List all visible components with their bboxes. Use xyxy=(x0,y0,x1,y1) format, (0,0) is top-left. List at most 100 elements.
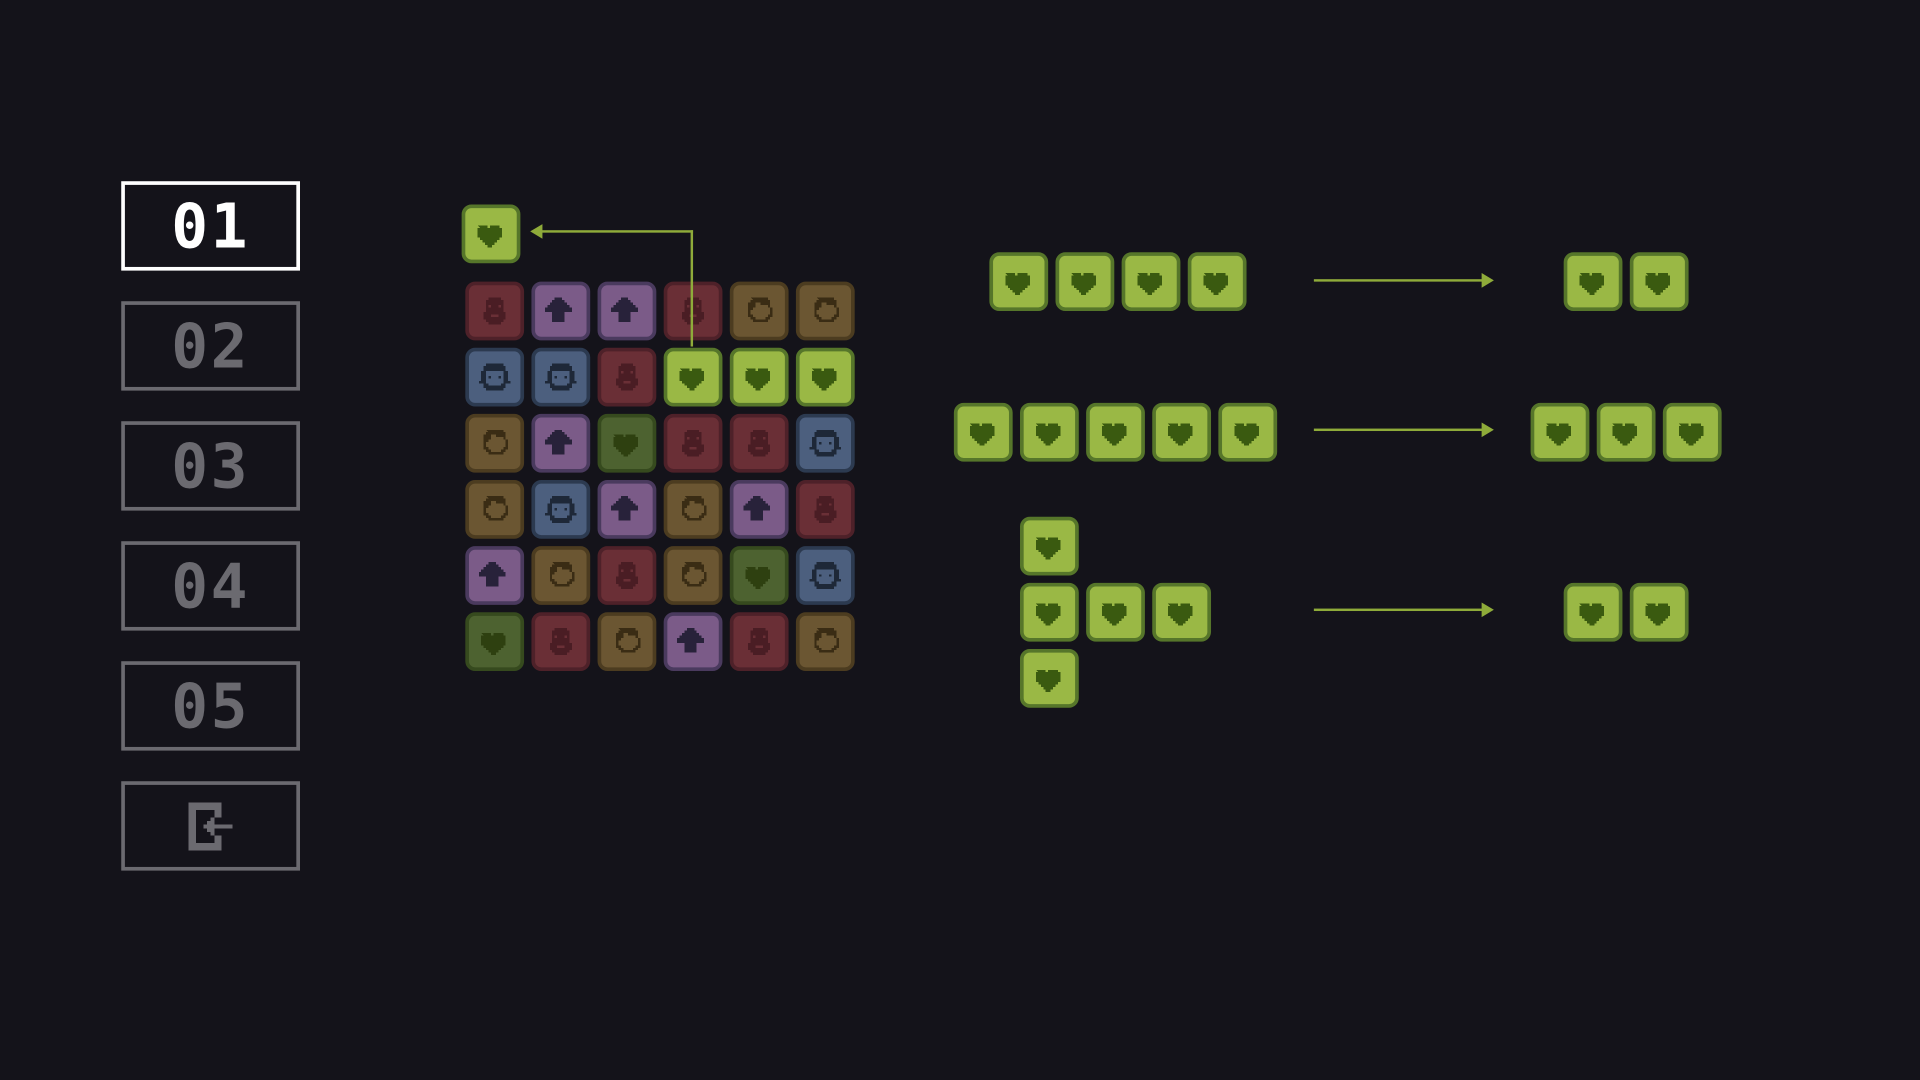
board-tile-red[interactable] xyxy=(465,281,525,341)
heart-icon xyxy=(481,633,506,656)
side-hair-face-icon xyxy=(748,297,773,323)
board-tile-blue[interactable] xyxy=(531,480,591,539)
heart-icon xyxy=(745,566,771,589)
exit-button[interactable] xyxy=(121,781,301,871)
heart-icon xyxy=(1579,603,1605,626)
board-tile-red[interactable] xyxy=(597,546,657,605)
rule-arrow-head-icon xyxy=(1481,422,1494,438)
heart-icon xyxy=(679,368,705,391)
board-tile-purple[interactable] xyxy=(531,281,591,341)
board-tile-brown[interactable] xyxy=(663,480,723,539)
board-tile-purple[interactable] xyxy=(729,480,789,539)
heart-icon xyxy=(1168,423,1193,446)
board-tile-purple[interactable] xyxy=(663,612,723,672)
rule-arrow-head-icon xyxy=(1481,273,1494,288)
rule3-input-tile[interactable] xyxy=(1020,516,1079,576)
board-tile-brown[interactable] xyxy=(531,546,591,605)
arrow-up-icon xyxy=(544,297,572,323)
heart-icon xyxy=(1678,423,1704,446)
board-tile-brown[interactable] xyxy=(795,612,855,672)
board-tile-blue[interactable] xyxy=(531,347,591,407)
bearded-face-icon xyxy=(748,429,771,457)
curly-hair-face-icon xyxy=(544,495,577,523)
board-tile-purple[interactable] xyxy=(597,480,657,539)
board-tile-brown[interactable] xyxy=(465,413,525,473)
board-tile-purple[interactable] xyxy=(597,281,657,341)
selected-tile[interactable] xyxy=(461,204,521,264)
heart-icon xyxy=(1035,603,1061,626)
bearded-face-icon xyxy=(615,363,638,391)
board-tile-brown[interactable] xyxy=(729,281,789,341)
board-tile-purple[interactable] xyxy=(531,413,591,473)
board-tile-darkgreen[interactable] xyxy=(597,413,657,473)
board-tile-green[interactable] xyxy=(663,347,723,407)
level-button-01[interactable]: 01 xyxy=(121,181,301,271)
heart-icon xyxy=(1546,423,1572,446)
rule3-result-tile[interactable] xyxy=(1629,582,1689,642)
board-tile-brown[interactable] xyxy=(795,281,855,341)
level-button-03[interactable]: 03 xyxy=(121,421,301,511)
board-tile-red[interactable] xyxy=(663,281,723,341)
rule3-input-tile[interactable] xyxy=(1086,582,1145,642)
rule2-result-tile[interactable] xyxy=(1662,402,1722,462)
level-label: 03 xyxy=(171,430,250,502)
arrow-up-icon xyxy=(677,628,705,653)
rule1-input-tile[interactable] xyxy=(1055,252,1115,312)
heart-icon xyxy=(613,434,638,457)
board-tile-red[interactable] xyxy=(729,612,789,672)
board-tile-red[interactable] xyxy=(663,413,723,473)
board-tile-red[interactable] xyxy=(795,480,855,539)
board-tile-blue[interactable] xyxy=(795,546,855,605)
board-tile-red[interactable] xyxy=(597,347,657,407)
side-hair-face-icon xyxy=(483,429,509,455)
board-tile-darkgreen[interactable] xyxy=(465,612,525,672)
rule2-input-tile[interactable] xyxy=(1218,402,1278,462)
heart-icon xyxy=(745,368,771,391)
rule1-result-tile[interactable] xyxy=(1563,252,1623,312)
rule3-input-tile[interactable] xyxy=(1152,582,1212,642)
bearded-face-icon xyxy=(682,429,705,457)
level-button-02[interactable]: 02 xyxy=(121,301,301,391)
side-hair-face-icon xyxy=(814,628,839,653)
level-button-05[interactable]: 05 xyxy=(121,661,301,751)
rule1-result-tile[interactable] xyxy=(1629,252,1689,312)
rule2-result-tile[interactable] xyxy=(1596,402,1656,462)
board-tile-blue[interactable] xyxy=(465,347,525,407)
heart-icon xyxy=(1071,273,1096,296)
arrow-up-icon xyxy=(611,495,638,521)
arrow-up-icon xyxy=(544,429,572,455)
level-label: 05 xyxy=(171,670,250,742)
level-label: 02 xyxy=(171,310,250,382)
heart-icon xyxy=(969,423,995,446)
board-tile-red[interactable] xyxy=(729,413,789,473)
exit-icon xyxy=(188,802,233,850)
board-tile-brown[interactable] xyxy=(663,546,723,605)
arrow-up-icon xyxy=(478,562,506,587)
rule3-input-tile[interactable] xyxy=(1020,648,1079,708)
rule1-input-tile[interactable] xyxy=(989,252,1049,312)
rule2-input-tile[interactable] xyxy=(953,402,1013,462)
heart-icon xyxy=(1102,423,1127,446)
board-tile-purple[interactable] xyxy=(465,546,525,605)
rule2-result-tile[interactable] xyxy=(1530,402,1590,462)
board-tile-red[interactable] xyxy=(531,612,591,672)
rule2-input-tile[interactable] xyxy=(1152,402,1212,462)
side-hair-face-icon xyxy=(682,562,707,587)
rule1-input-tile[interactable] xyxy=(1121,252,1181,312)
board-tile-darkgreen[interactable] xyxy=(729,546,789,605)
rule3-result-tile[interactable] xyxy=(1563,582,1623,642)
rule-arrow-line xyxy=(1313,608,1486,612)
board-tile-blue[interactable] xyxy=(795,413,855,473)
board-tile-green[interactable] xyxy=(729,347,789,407)
rule1-input-tile[interactable] xyxy=(1187,252,1247,312)
rule2-input-tile[interactable] xyxy=(1020,402,1079,462)
board-tile-brown[interactable] xyxy=(465,480,525,539)
rule3-input-tile[interactable] xyxy=(1020,582,1079,642)
board-tile-green[interactable] xyxy=(795,347,855,407)
rule2-input-tile[interactable] xyxy=(1086,402,1145,462)
curly-hair-face-icon xyxy=(809,562,842,589)
level-button-04[interactable]: 04 xyxy=(121,541,301,631)
bearded-face-icon xyxy=(549,628,572,656)
board-tile-brown[interactable] xyxy=(597,612,657,672)
heart-icon xyxy=(1203,273,1229,296)
